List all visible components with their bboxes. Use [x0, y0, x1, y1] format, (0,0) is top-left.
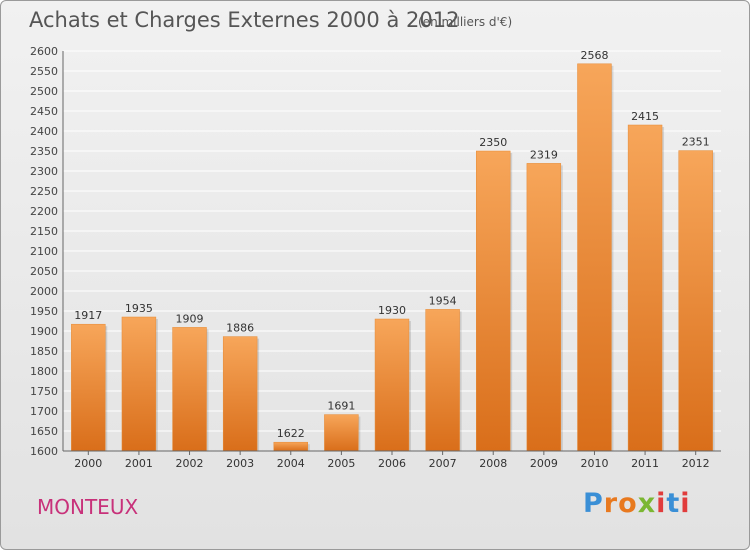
- bar: [526, 163, 562, 452]
- x-tick-label: 2000: [74, 457, 102, 470]
- x-tick-label: 2001: [125, 457, 153, 470]
- bar-value-label: 1909: [176, 312, 204, 325]
- bar: [374, 318, 410, 452]
- x-tick-label: 2009: [530, 457, 558, 470]
- proxiti-logo[interactable]: Proxiti: [583, 488, 691, 519]
- y-tick-label: 2100: [30, 245, 58, 258]
- y-tick-label: 1750: [30, 385, 58, 398]
- x-tick-label: 2002: [176, 457, 204, 470]
- y-tick-label: 1900: [30, 325, 58, 338]
- bar: [476, 150, 511, 452]
- x-tick-label: 2005: [327, 457, 355, 470]
- x-tick-label: 2012: [682, 457, 710, 470]
- logo-letter: P: [583, 488, 604, 519]
- logo-letter: t: [666, 488, 681, 519]
- y-tick-label: 2350: [30, 145, 58, 158]
- bar: [172, 327, 207, 452]
- bar: [627, 124, 663, 452]
- y-tick-label: 1800: [30, 365, 58, 378]
- bar-value-label: 2351: [682, 136, 710, 149]
- axis-layer: 1600 1650 1700 1750 1800 1850 1900 1950 2000 2050…: [30, 45, 721, 470]
- bar: [577, 63, 612, 452]
- x-tick-label: 2006: [378, 457, 406, 470]
- bar: [678, 150, 713, 452]
- bar-value-label: 1622: [277, 427, 305, 440]
- y-tick-label: 1650: [30, 425, 58, 438]
- logo-letter: x: [637, 488, 657, 519]
- logo-letter: o: [618, 488, 638, 519]
- y-tick-label: 2500: [30, 85, 58, 98]
- y-tick-label: 1850: [30, 345, 58, 358]
- y-tick-label: 2150: [30, 225, 58, 238]
- bar-value-label: 1917: [74, 309, 102, 322]
- bar-value-label: 1930: [378, 304, 406, 317]
- bar: [121, 316, 157, 452]
- bar-value-label: 2415: [631, 110, 659, 123]
- bar-value-label: 2568: [580, 49, 608, 62]
- y-tick-label: 2250: [30, 185, 58, 198]
- x-tick-label: 2008: [479, 457, 507, 470]
- commune-name: MONTEUX: [37, 495, 139, 519]
- y-tick-label: 1950: [30, 305, 58, 318]
- bar: [324, 414, 359, 452]
- bar: [425, 309, 460, 452]
- logo-letter: r: [603, 488, 619, 519]
- bar-value-label: 2350: [479, 136, 507, 149]
- y-tick-label: 2000: [30, 285, 58, 298]
- bar-value-label: 1886: [226, 322, 254, 335]
- x-tick-label: 2010: [580, 457, 608, 470]
- x-tick-label: 2004: [277, 457, 305, 470]
- y-tick-label: 1600: [30, 445, 58, 458]
- chart-unit: (en milliers d'€): [418, 15, 513, 29]
- y-tick-label: 1700: [30, 405, 58, 418]
- logo-letter: i: [656, 488, 667, 519]
- bars-layer: 1917 1935 1909 1886 1622 1691 1930 1954 2350 2319…: [71, 49, 715, 452]
- bar: [273, 441, 308, 452]
- x-tick-label: 2007: [429, 457, 457, 470]
- y-tick-label: 2600: [30, 45, 58, 58]
- y-tick-label: 2550: [30, 65, 58, 78]
- y-tick-label: 2050: [30, 265, 58, 278]
- logo-letter: i: [680, 488, 691, 519]
- bar: [222, 336, 258, 452]
- y-tick-label: 2200: [30, 205, 58, 218]
- chart-title: Achats et Charges Externes 2000 à 2012: [29, 8, 460, 32]
- bar-value-label: 1691: [327, 400, 355, 413]
- y-tick-label: 2300: [30, 165, 58, 178]
- y-tick-label: 2400: [30, 125, 58, 138]
- x-tick-label: 2003: [226, 457, 254, 470]
- x-tick-label: 2011: [631, 457, 659, 470]
- y-tick-label: 2450: [30, 105, 58, 118]
- bar: [71, 323, 106, 452]
- bar-value-label: 1935: [125, 302, 153, 315]
- bar-value-label: 1954: [429, 294, 457, 307]
- bar-value-label: 2319: [530, 148, 558, 161]
